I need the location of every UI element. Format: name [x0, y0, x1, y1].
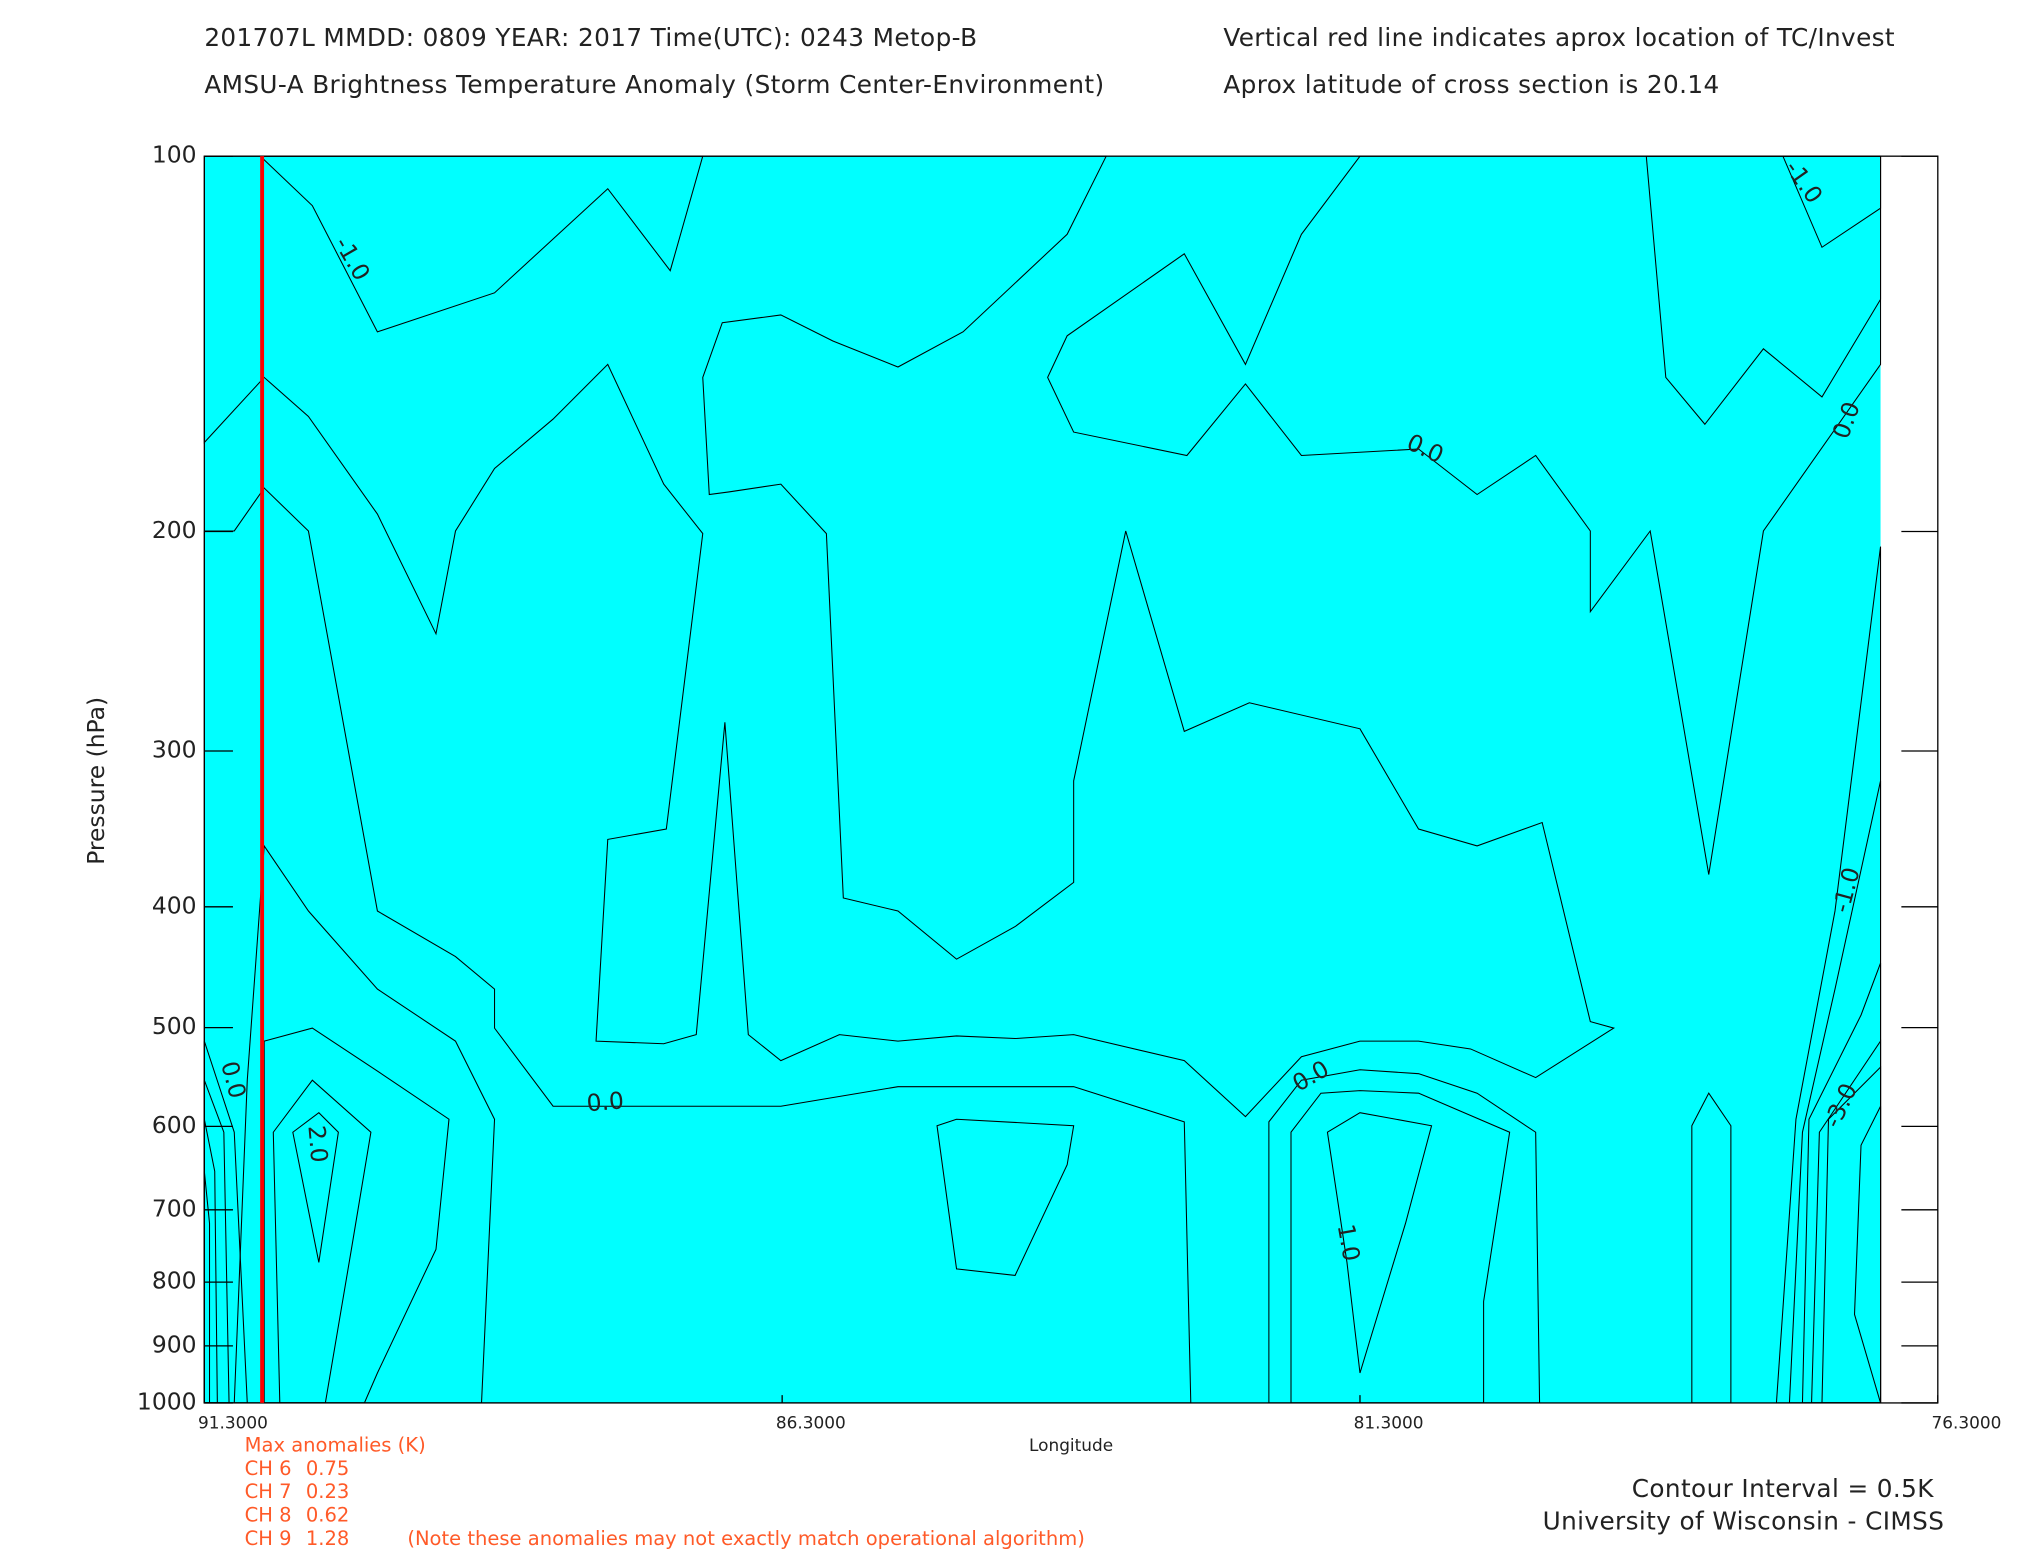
y-tick-label: 700: [152, 1194, 197, 1222]
y-tick-label: 500: [152, 1012, 197, 1040]
anomaly-channel: CH 8: [245, 1504, 292, 1527]
header-line: AMSU-A Brightness Temperature Anomaly (S…: [204, 70, 1104, 99]
y-tick-label: 1000: [137, 1387, 197, 1415]
anomaly-title: Max anomalies (K): [245, 1433, 426, 1456]
y-axis-label: Pressure (hPa): [82, 697, 110, 865]
x-axis-label: Longitude: [1029, 1435, 1113, 1455]
y-tick-label: 200: [152, 516, 197, 544]
anomaly-channel: CH 9: [245, 1527, 292, 1550]
y-tick-label: 300: [152, 736, 197, 764]
anomaly-value: 0.23: [306, 1480, 349, 1503]
x-tick-label: 91.3000: [198, 1413, 268, 1433]
anomaly-channel: CH 6: [245, 1457, 292, 1480]
anomaly-note: (Note these anomalies may not exactly ma…: [407, 1527, 1085, 1550]
credit: University of Wisconsin - CIMSS: [1543, 1507, 1945, 1536]
x-tick-label: 81.3000: [1354, 1413, 1424, 1433]
anomaly-value: 0.62: [306, 1504, 349, 1527]
anomaly-channel: CH 7: [245, 1480, 292, 1503]
header-note: Vertical red line indicates aprox locati…: [1223, 23, 1895, 52]
header-note: Aprox latitude of cross section is 20.14: [1223, 70, 1719, 99]
header-line: 201707L MMDD: 0809 YEAR: 2017 Time(UTC):…: [204, 23, 977, 52]
x-tick-label: 86.3000: [776, 1413, 846, 1433]
contour-interval: Contour Interval = 0.5K: [1632, 1474, 1935, 1503]
y-tick-label: 800: [152, 1267, 197, 1295]
contour-label: 1.0: [1332, 1222, 1366, 1264]
contour-label: 2.0: [302, 1124, 333, 1164]
plot-frame: [203, 155, 1939, 1404]
x-tick-label: 76.3000: [1931, 1413, 2001, 1433]
y-tick-label: 900: [152, 1330, 197, 1358]
contour-label: 0.0: [585, 1086, 625, 1117]
contour-field: [203, 155, 1882, 1404]
anomaly-value: 1.28: [306, 1527, 349, 1550]
anomaly-value: 0.75: [306, 1457, 349, 1480]
y-tick-label: 400: [152, 891, 197, 919]
y-tick-label: 100: [152, 141, 197, 169]
y-tick-label: 600: [152, 1111, 197, 1139]
